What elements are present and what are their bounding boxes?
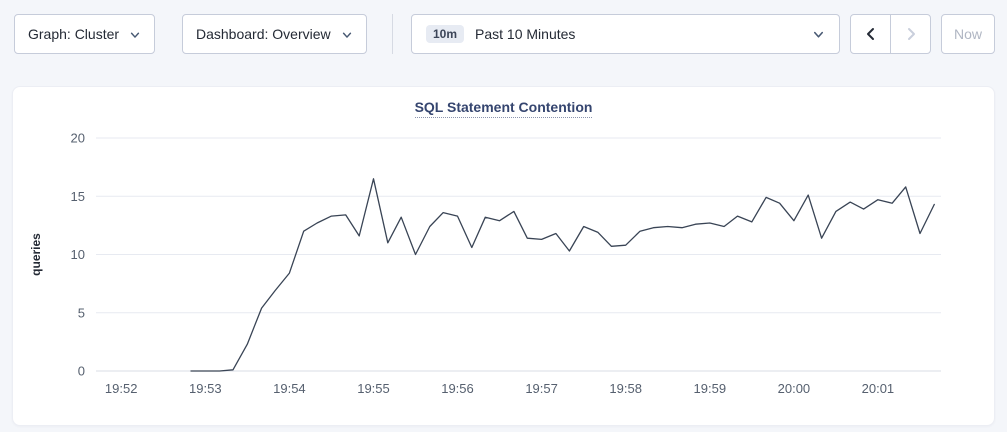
- x-tick-label: 19:52: [105, 381, 138, 396]
- prev-time-button[interactable]: [850, 14, 891, 54]
- dashboard-dropdown[interactable]: Dashboard: Overview: [182, 14, 367, 54]
- chart-title[interactable]: SQL Statement Contention: [414, 99, 593, 118]
- time-nav-group: [850, 14, 931, 54]
- y-axis-label: queries: [29, 233, 43, 276]
- y-tick-label: 15: [71, 189, 85, 204]
- x-tick-label: 19:55: [357, 381, 390, 396]
- graph-dropdown-label: Graph: Cluster: [28, 26, 120, 42]
- contention-chart[interactable]: 0 5 10 15 20 19:52 19:53 19:54 19:55 19:56 19:57 19…: [13, 119, 996, 415]
- y-tick-label: 10: [71, 247, 85, 262]
- now-button[interactable]: Now: [941, 14, 995, 54]
- x-tick-label: 19:54: [273, 381, 306, 396]
- chevron-down-icon: [130, 32, 140, 38]
- chevron-down-icon: [813, 31, 824, 38]
- top-toolbar: Graph: Cluster Dashboard: Overview 10m P…: [0, 0, 1007, 86]
- x-tick-label: 20:00: [778, 381, 811, 396]
- x-tick-label: 19:56: [441, 381, 474, 396]
- time-range-badge: 10m: [426, 25, 465, 43]
- time-range-label: Past 10 Minutes: [475, 26, 576, 42]
- y-tick-label: 0: [78, 364, 85, 379]
- x-tick-label: 19:59: [694, 381, 727, 396]
- chevron-left-icon: [866, 28, 874, 40]
- toolbar-divider: [392, 14, 393, 54]
- time-range-selector[interactable]: 10m Past 10 Minutes: [411, 14, 840, 54]
- graph-dropdown[interactable]: Graph: Cluster: [14, 14, 156, 54]
- chevron-right-icon: [907, 28, 915, 40]
- x-tick-label: 19:58: [609, 381, 642, 396]
- y-tick-label: 20: [71, 131, 85, 146]
- chevron-down-icon: [342, 32, 351, 38]
- series-queries-line: [190, 178, 935, 372]
- next-time-button[interactable]: [890, 14, 931, 54]
- chart-title-row: SQL Statement Contention: [13, 99, 994, 118]
- x-tick-label: 20:01: [862, 381, 895, 396]
- dashboard-dropdown-label: Dashboard: Overview: [196, 26, 331, 42]
- x-tick-label: 19:57: [525, 381, 558, 396]
- y-tick-label: 5: [78, 305, 85, 320]
- chart-card: SQL Statement Contention 0 5 10 15 20 19:52 19…: [12, 86, 995, 426]
- x-tick-label: 19:53: [189, 381, 222, 396]
